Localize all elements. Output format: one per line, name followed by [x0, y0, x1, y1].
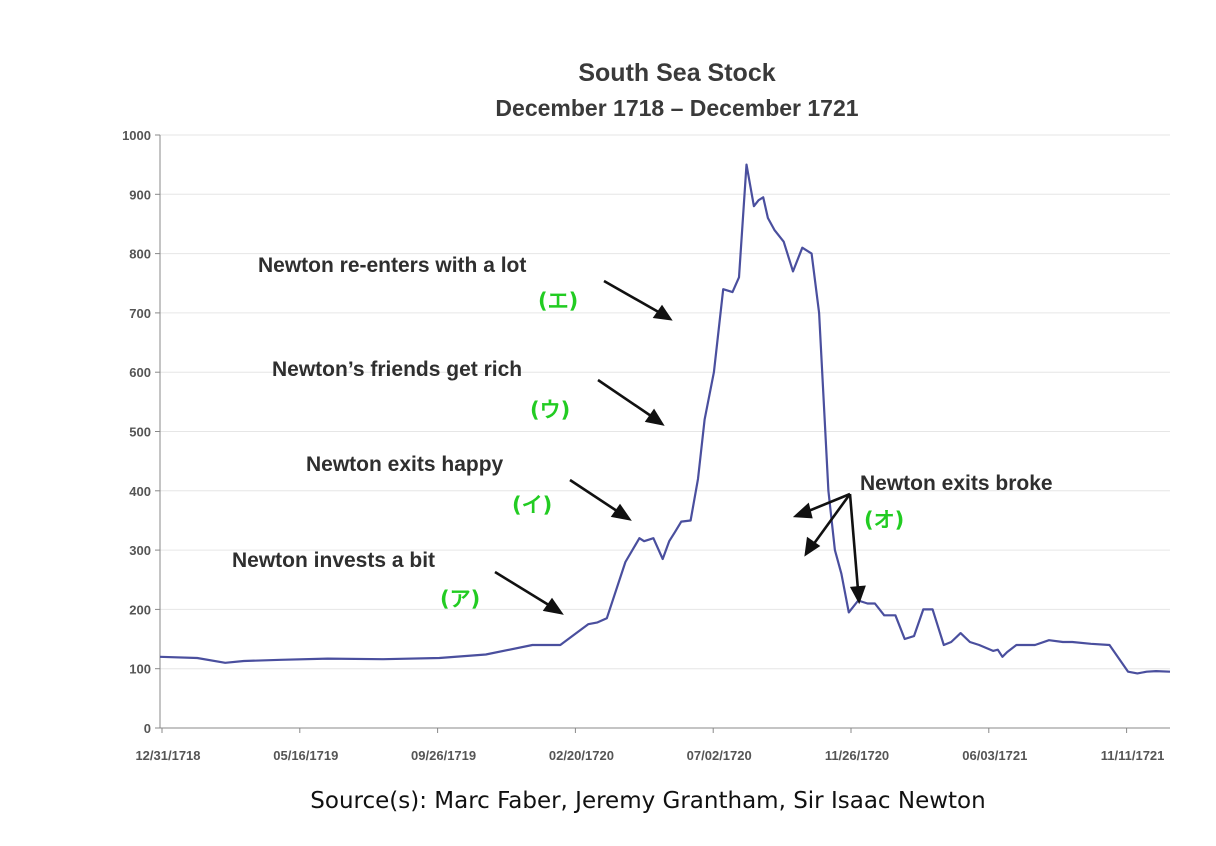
chart-title: South Sea Stock: [578, 59, 775, 87]
annotation-tag-e: (エ): [538, 289, 578, 313]
y-tick-label: 600: [129, 365, 151, 380]
y-tick-label: 300: [129, 543, 151, 558]
x-tick-label: 06/03/1721: [962, 748, 1027, 763]
arrowhead-exits-happy: [610, 503, 632, 521]
y-tick-label: 500: [129, 425, 151, 440]
y-tick-label: 200: [129, 602, 151, 617]
arrow-exits-happy: [569, 478, 621, 515]
y-tick-label: 800: [129, 247, 151, 262]
arrowhead-broke-3: [849, 585, 866, 605]
series-line: [159, 163, 1171, 675]
arrowhead-invests: [542, 597, 564, 615]
arrow-reenters: [603, 279, 663, 316]
annotation-tag-o: (オ): [864, 508, 904, 532]
annotation-tag-u: (ウ): [530, 398, 570, 422]
annotation-label-reenters: Newton re-enters with a lot: [258, 254, 526, 277]
x-tick-label: 12/31/1718: [135, 748, 200, 763]
annotation-label-invests: Newton invests a bit: [232, 549, 435, 572]
arrowhead-friends: [644, 408, 665, 426]
x-tick-label: 02/20/1720: [549, 748, 614, 763]
x-tick-label: 11/26/1720: [825, 748, 889, 763]
source-caption: Source(s): Marc Faber, Jeremy Grantham, …: [310, 788, 986, 814]
arrowhead-broke-1: [792, 502, 813, 519]
arrow-invests: [494, 570, 553, 609]
annotation-tag-a: (ア): [440, 587, 480, 611]
y-tick-label: 900: [129, 187, 151, 202]
y-tick-label: 400: [129, 484, 151, 499]
annotation-label-exits-happy: Newton exits happy: [306, 453, 504, 476]
annotation-label-friends: Newton’s friends get rich: [272, 358, 522, 381]
x-tick-label: 11/11/1721: [1101, 748, 1165, 763]
arrowhead-broke-2: [804, 536, 821, 557]
x-tick-label: 07/02/1720: [687, 748, 752, 763]
annotation-label-exits-broke: Newton exits broke: [860, 472, 1053, 495]
y-tick-label: 1000: [122, 128, 151, 143]
x-tick-label: 05/16/1719: [273, 748, 338, 763]
arrow-broke-1: [805, 492, 851, 514]
x-tick-label: 09/26/1719: [411, 748, 476, 763]
arrowhead-reenters: [652, 304, 673, 321]
y-tick-label: 700: [129, 306, 151, 321]
chart-subtitle: December 1718 – December 1721: [495, 95, 858, 121]
arrow-broke-3: [848, 493, 860, 591]
annotation-tag-i: (イ): [512, 493, 552, 517]
y-tick-label: 100: [129, 662, 151, 677]
arrow-broke-2: [811, 493, 852, 546]
arrow-friends: [597, 378, 655, 420]
y-tick-label: 0: [144, 721, 151, 736]
